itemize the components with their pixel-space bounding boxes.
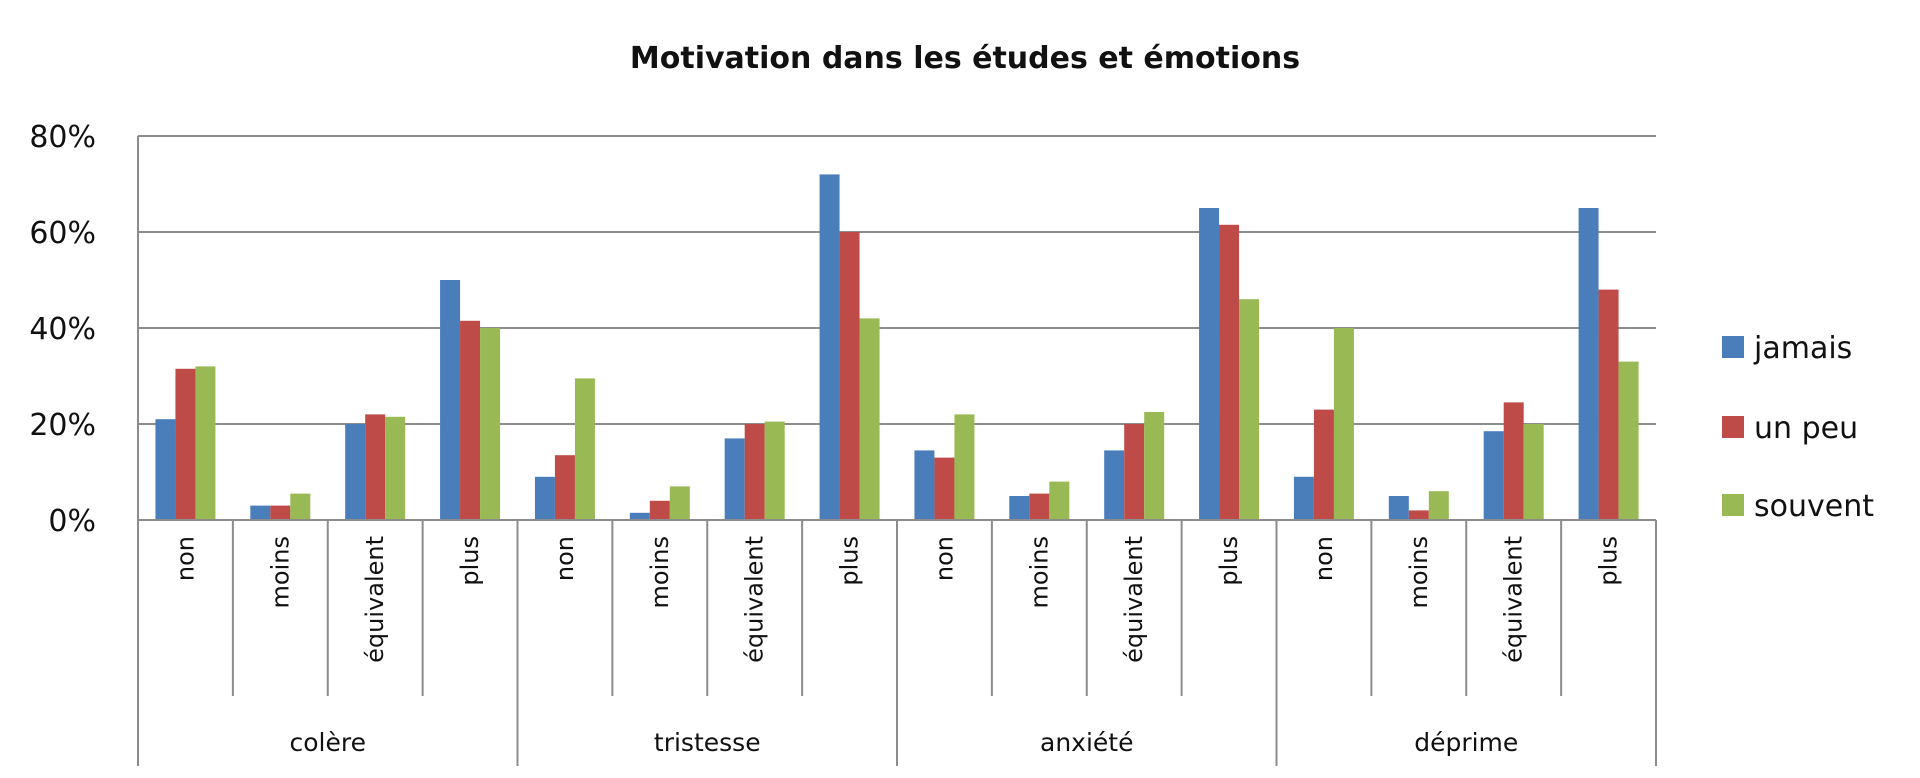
group-label: anxiété [1040, 728, 1133, 757]
category-label: non [1310, 536, 1338, 581]
bar-souvent-équivalent [385, 416, 406, 520]
bars [155, 174, 1639, 521]
category-label: plus [456, 536, 484, 586]
bar-un-peu-équivalent [1124, 424, 1145, 520]
bar-souvent-plus [1239, 299, 1260, 520]
bar-un-peu-plus [839, 232, 860, 520]
bar-un-peu-moins [1408, 510, 1429, 520]
legend-swatch [1722, 336, 1744, 358]
category-label: plus [1215, 536, 1243, 586]
bar-jamais-moins [250, 505, 271, 520]
legend-swatch [1722, 416, 1744, 438]
group-label: colère [290, 728, 366, 757]
legend-label: jamais [1753, 331, 1852, 366]
bar-jamais-plus [819, 174, 840, 520]
category-label: équivalent [1500, 536, 1528, 663]
bar-souvent-moins [669, 486, 690, 520]
y-tick-label: 60% [29, 216, 96, 251]
bar-un-peu-non [175, 368, 196, 520]
category-label: équivalent [741, 536, 769, 663]
chart-title: Motivation dans les études et émotions [630, 41, 1300, 76]
category-label: moins [1405, 536, 1433, 608]
bar-souvent-équivalent [1144, 412, 1165, 520]
legend-label: un peu [1754, 411, 1858, 446]
bar-un-peu-plus [1598, 289, 1619, 520]
category-label: moins [1025, 536, 1053, 608]
bar-jamais-équivalent [1104, 450, 1125, 520]
bar-souvent-non [1333, 328, 1354, 520]
bar-souvent-non [574, 378, 595, 520]
bar-jamais-moins [629, 512, 650, 520]
bar-souvent-équivalent [1523, 424, 1544, 520]
bar-jamais-non [1293, 476, 1314, 520]
bar-jamais-non [914, 450, 935, 520]
category-label: équivalent [1120, 536, 1148, 663]
bar-un-peu-équivalent [744, 424, 765, 520]
category-label: plus [1595, 536, 1623, 586]
group-label: tristesse [654, 728, 761, 757]
bar-souvent-plus [1618, 361, 1639, 520]
bar-un-peu-plus [1219, 224, 1240, 521]
category-label: moins [646, 536, 674, 608]
bar-jamais-plus [1199, 208, 1220, 520]
legend: jamais un peu souvent [1722, 331, 1874, 524]
bar-jamais-équivalent [345, 424, 366, 520]
bar-un-peu-équivalent [365, 414, 386, 520]
category-label: moins [266, 536, 294, 608]
y-tick-label: 40% [29, 312, 96, 347]
bar-jamais-non [534, 476, 555, 520]
bar-un-peu-équivalent [1503, 402, 1524, 520]
bar-jamais-plus [1578, 208, 1599, 520]
legend-label: souvent [1754, 489, 1874, 524]
bar-un-peu-plus [460, 320, 481, 520]
bar-un-peu-non [934, 457, 955, 520]
bar-souvent-moins [290, 493, 311, 520]
bar-jamais-équivalent [724, 438, 745, 520]
bar-souvent-non [195, 366, 216, 520]
bar-souvent-équivalent [764, 421, 785, 520]
bar-souvent-moins [1049, 481, 1070, 520]
bar-jamais-plus [440, 280, 461, 520]
legend-swatch [1722, 494, 1744, 516]
category-label: équivalent [361, 536, 389, 663]
bar-jamais-moins [1009, 496, 1030, 520]
category-label: non [930, 536, 958, 581]
y-axis-ticks: 0% 20% 40% 60% 80% [29, 120, 96, 539]
y-tick-label: 0% [48, 504, 96, 539]
category-label: non [171, 536, 199, 581]
bar-souvent-non [954, 414, 975, 520]
category-label: plus [836, 536, 864, 586]
bar-souvent-plus [480, 328, 501, 520]
y-tick-label: 20% [29, 408, 96, 443]
bar-jamais-non [155, 419, 176, 520]
bar-un-peu-non [554, 455, 575, 520]
bar-souvent-plus [859, 318, 880, 520]
bar-jamais-moins [1388, 496, 1409, 520]
group-label: déprime [1414, 728, 1518, 757]
bar-un-peu-moins [1029, 493, 1050, 520]
category-label: non [551, 536, 579, 581]
y-tick-label: 80% [29, 120, 96, 155]
category-axis: non moins équivalent plus non moins équivalent… [137, 136, 1657, 766]
bar-un-peu-non [1313, 409, 1334, 520]
bar-souvent-moins [1428, 491, 1449, 520]
bar-jamais-équivalent [1483, 431, 1504, 520]
bar-un-peu-moins [270, 505, 291, 520]
bar-un-peu-moins [649, 500, 670, 520]
